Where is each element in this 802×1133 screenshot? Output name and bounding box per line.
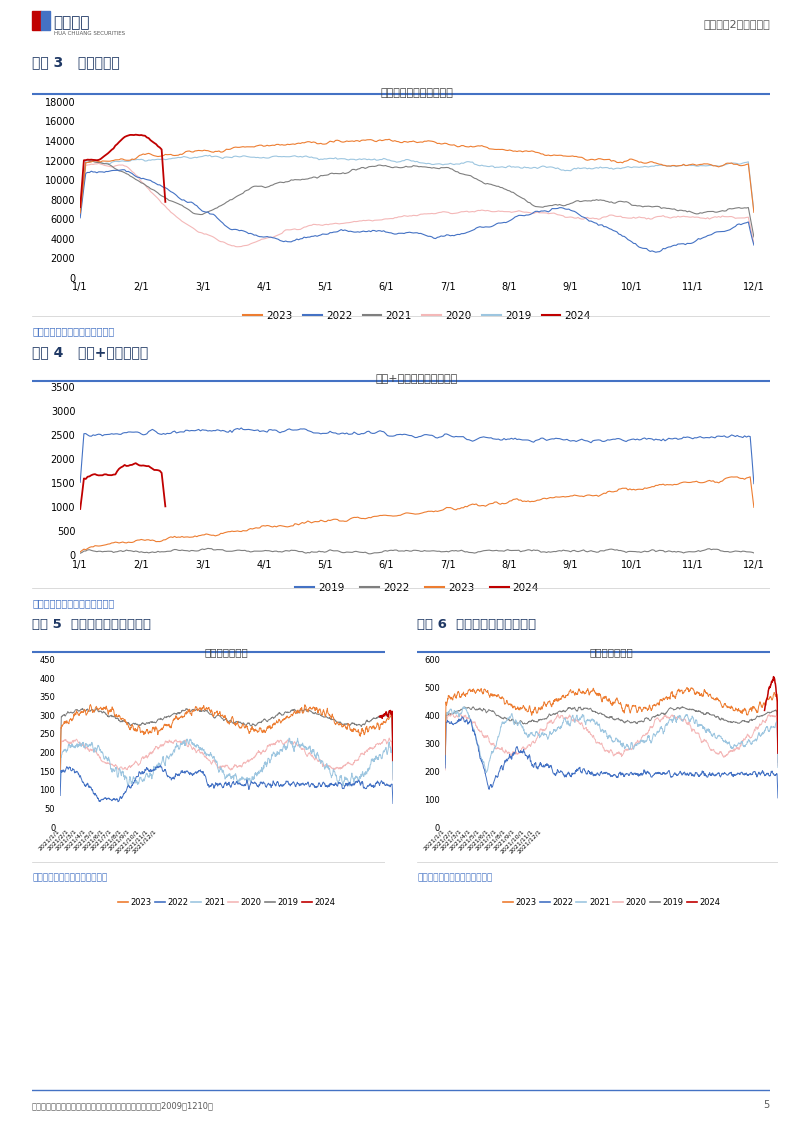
- Legend: 2023, 2022, 2021, 2020, 2019, 2024: 2023, 2022, 2021, 2020, 2019, 2024: [500, 894, 723, 910]
- Bar: [42, 11, 50, 31]
- Text: 资料来源：航班管家，华创证券: 资料来源：航班管家，华创证券: [32, 874, 107, 883]
- Text: 图表 4   国际+地区航班量: 图表 4 国际+地区航班量: [32, 346, 148, 359]
- Title: 行业日度执飞国内航班量: 行业日度执飞国内航班量: [381, 88, 453, 99]
- Title: 华夏航空航班量: 华夏航空航班量: [205, 647, 249, 657]
- Text: 资料来源：航班管家，华创证券: 资料来源：航班管家，华创证券: [32, 326, 115, 337]
- Text: 图表 3   国内航班量: 图表 3 国内航班量: [32, 56, 119, 69]
- Text: 华创证券: 华创证券: [54, 15, 91, 29]
- Title: 国际+地区航班执飞航班量: 国际+地区航班执飞航班量: [376, 374, 458, 384]
- Bar: [32, 11, 41, 31]
- Text: 图表 5  华夏航空航班量（班）: 图表 5 华夏航空航班量（班）: [32, 619, 151, 631]
- Text: 5: 5: [764, 1100, 770, 1110]
- Title: 春秋航空航班量: 春秋航空航班量: [589, 647, 634, 657]
- Text: 资料来源：航班管家，华创证券: 资料来源：航班管家，华创证券: [32, 598, 115, 608]
- Text: 证监会审核华创证券投资咨询业务资格批文号：证监许可（2009）1210号: 证监会审核华创证券投资咨询业务资格批文号：证监许可（2009）1210号: [32, 1101, 214, 1110]
- Legend: 2023, 2022, 2021, 2020, 2019, 2024: 2023, 2022, 2021, 2020, 2019, 2024: [239, 307, 595, 325]
- Text: 航空行业2月数据点评: 航空行业2月数据点评: [703, 19, 770, 28]
- Legend: 2019, 2022, 2023, 2024: 2019, 2022, 2023, 2024: [291, 579, 543, 597]
- Legend: 2023, 2022, 2021, 2020, 2019, 2024: 2023, 2022, 2021, 2020, 2019, 2024: [115, 894, 338, 910]
- Text: HUA CHUANG SECURITIES: HUA CHUANG SECURITIES: [54, 32, 125, 36]
- Text: 图表 6  春秋航空航班量（班）: 图表 6 春秋航空航班量（班）: [417, 619, 537, 631]
- Text: 资料来源：航班管家，华创证券: 资料来源：航班管家，华创证券: [417, 874, 492, 883]
